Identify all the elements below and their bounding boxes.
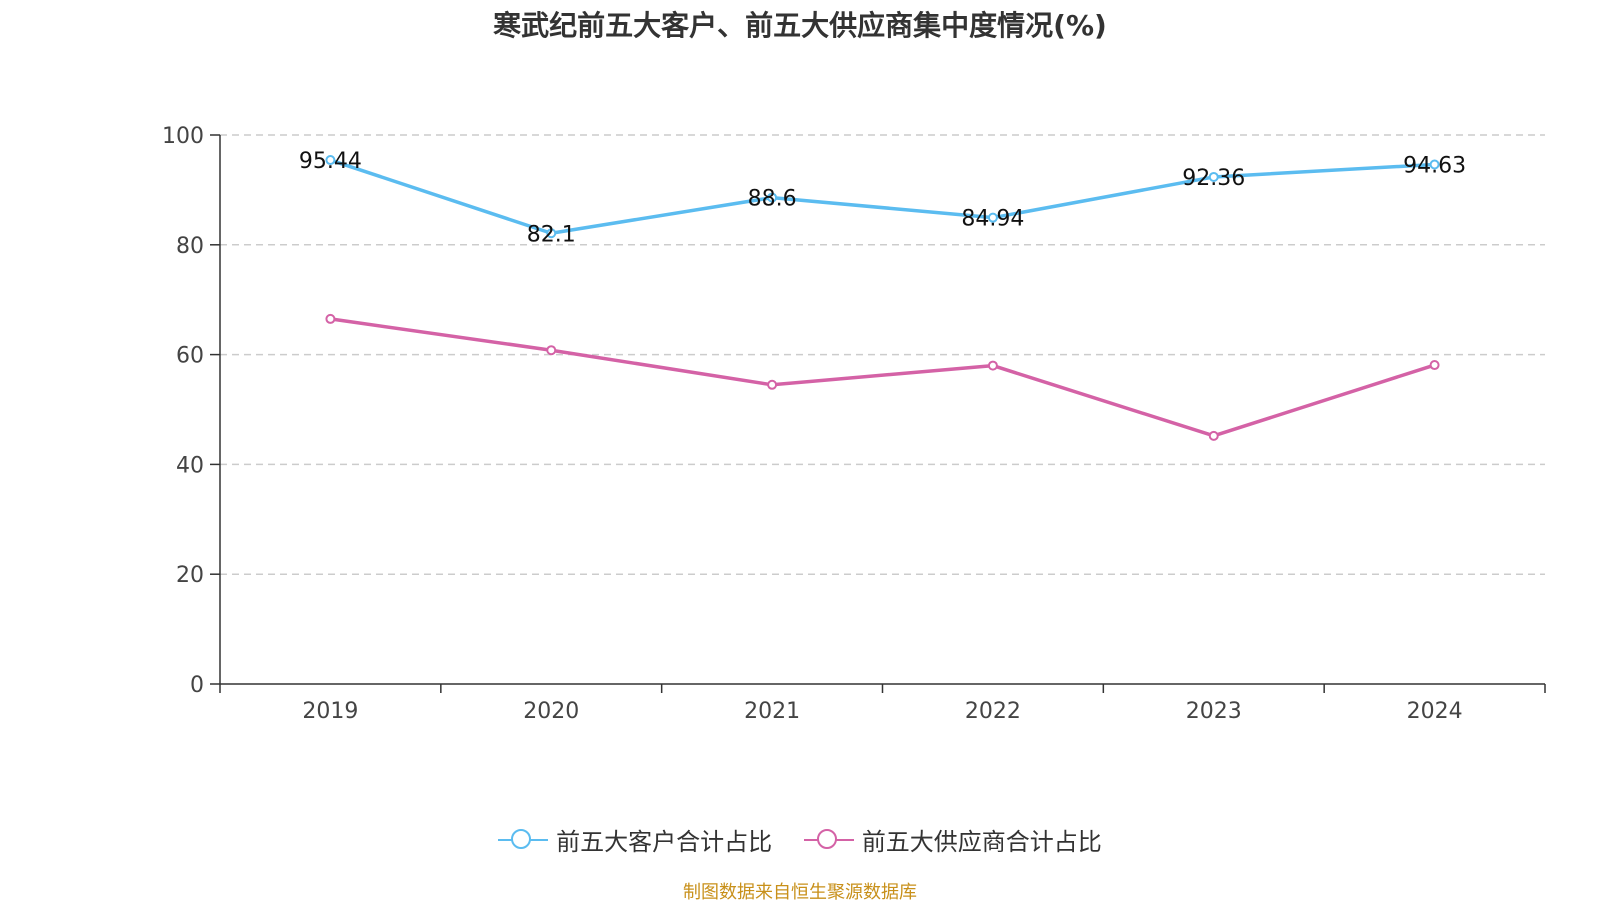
x-tick-label-2024: 2024 — [1407, 699, 1463, 724]
data-labels: 95.44 82.1 88.6 84.94 92.36 94.63 — [299, 149, 1466, 247]
x-tick-label-2022: 2022 — [965, 699, 1021, 724]
axes: 0 20 40 60 80 100 2019 2020 2021 2022 2023 2024 — [162, 124, 1546, 724]
data-point-s0-2024[interactable] — [1429, 159, 1440, 170]
legend-label-suppliers: 前五大供应商合计占比 — [861, 828, 1102, 856]
data-point-s0-2019[interactable] — [325, 155, 336, 166]
data-point-s1-2020[interactable] — [546, 345, 557, 356]
data-label-s0-2021: 88.6 — [748, 187, 797, 212]
y-tick-label-100: 100 — [162, 124, 204, 149]
y-tick-label-0: 0 — [190, 673, 204, 698]
data-point-s0-2022[interactable] — [987, 212, 998, 223]
y-tick-label-20: 20 — [176, 563, 204, 588]
legend-swatch-suppliers-icon — [803, 828, 854, 852]
data-point-s1-2023[interactable] — [1208, 430, 1219, 441]
legend-label-customers: 前五大客户合计占比 — [556, 828, 773, 856]
source-note: 制图数据来自恒生聚源数据库 — [683, 882, 917, 903]
data-point-s1-2022[interactable] — [987, 360, 998, 371]
data-label-s0-2020: 82.1 — [527, 222, 576, 247]
legend-swatch-customers-icon — [498, 828, 549, 852]
data-label-s0-2024: 94.63 — [1403, 153, 1466, 178]
chart-title: 寒武纪前五大客户、前五大供应商集中度情况(%) — [493, 9, 1107, 42]
legend-item-customers[interactable]: 前五大客户合计占比 — [498, 822, 772, 857]
grid-lines — [220, 134, 1545, 575]
y-tick-label-60: 60 — [176, 344, 204, 369]
data-point-s1-2019[interactable] — [325, 313, 336, 324]
data-point-s0-2023[interactable] — [1208, 171, 1219, 182]
x-tick-label-2020: 2020 — [523, 699, 579, 724]
data-point-s0-2021[interactable] — [767, 192, 778, 203]
legend-item-suppliers[interactable]: 前五大供应商合计占比 — [803, 822, 1102, 857]
data-label-s0-2022: 84.94 — [961, 207, 1024, 232]
x-tick-label-2019: 2019 — [302, 699, 358, 724]
data-label-s0-2023: 92.36 — [1182, 166, 1245, 191]
y-tick-label-40: 40 — [176, 453, 204, 478]
series-line-0 — [329, 158, 1435, 236]
data-point-s1-2021[interactable] — [767, 379, 778, 390]
data-point-s1-2024[interactable] — [1429, 360, 1440, 371]
series-lines — [325, 155, 1440, 441]
legend: 前五大客户合计占比 前五大供应商合计占比 — [0, 822, 1600, 858]
x-tick-label-2023: 2023 — [1186, 699, 1242, 724]
series-line-1 — [330, 317, 1436, 438]
y-tick-label-80: 80 — [176, 234, 204, 259]
data-label-s0-2019: 95.44 — [299, 149, 362, 174]
data-point-s0-2020[interactable] — [546, 228, 557, 239]
x-tick-label-2021: 2021 — [744, 699, 800, 724]
